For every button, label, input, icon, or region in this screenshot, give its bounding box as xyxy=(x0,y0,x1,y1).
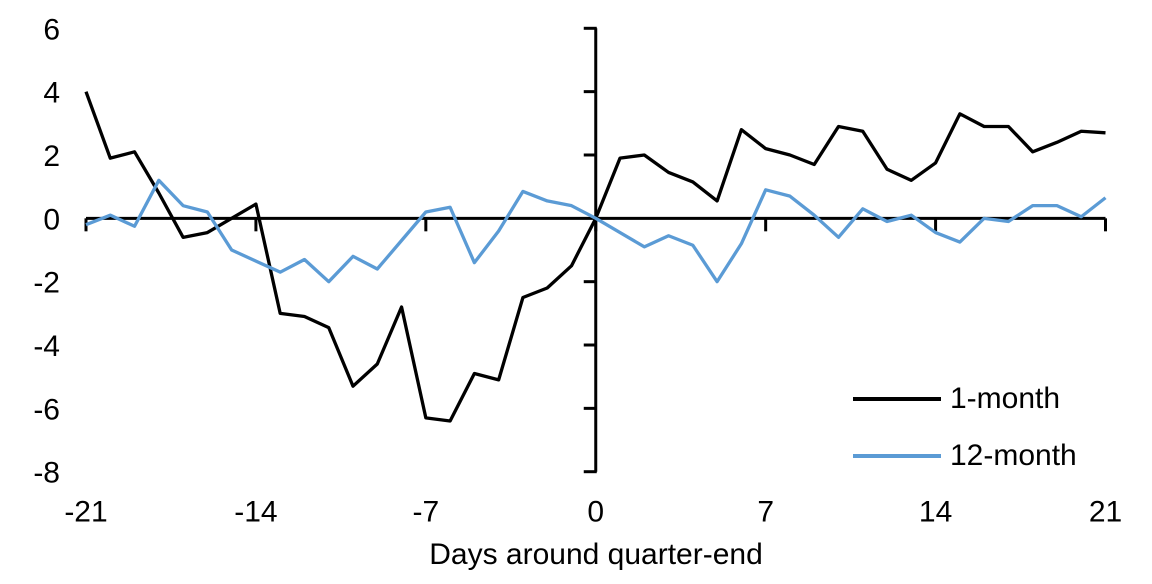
legend-line-12-month xyxy=(853,454,941,458)
y-tick-label: 4 xyxy=(43,77,60,110)
legend-label-12-month: 12-month xyxy=(950,439,1077,472)
x-tick-label: -14 xyxy=(234,496,277,529)
legend-line-1-month xyxy=(853,397,941,401)
y-tick-label: 2 xyxy=(43,140,60,173)
y-tick-label: 0 xyxy=(43,203,60,236)
x-tick-label: 14 xyxy=(919,496,952,529)
x-tick-label: 0 xyxy=(587,496,604,529)
x-tick-label: 7 xyxy=(757,496,774,529)
x-tick-label: -21 xyxy=(64,496,107,529)
x-axis-title: Days around quarter-end xyxy=(429,538,763,571)
y-tick-label: -6 xyxy=(33,393,60,426)
x-tick-label: -7 xyxy=(412,496,439,529)
legend-item-12-month: 12-month xyxy=(853,439,1077,473)
y-tick-label: -2 xyxy=(33,267,60,300)
x-tick-label: 21 xyxy=(1089,496,1122,529)
y-tick-label: -8 xyxy=(33,457,60,490)
series-line-12-month xyxy=(85,178,1107,284)
legend-label-1-month: 1-month xyxy=(950,382,1061,415)
y-tick-label: -4 xyxy=(33,330,60,363)
y-tick-label: 6 xyxy=(43,13,60,46)
legend-item-1-month: 1-month xyxy=(853,382,1060,416)
